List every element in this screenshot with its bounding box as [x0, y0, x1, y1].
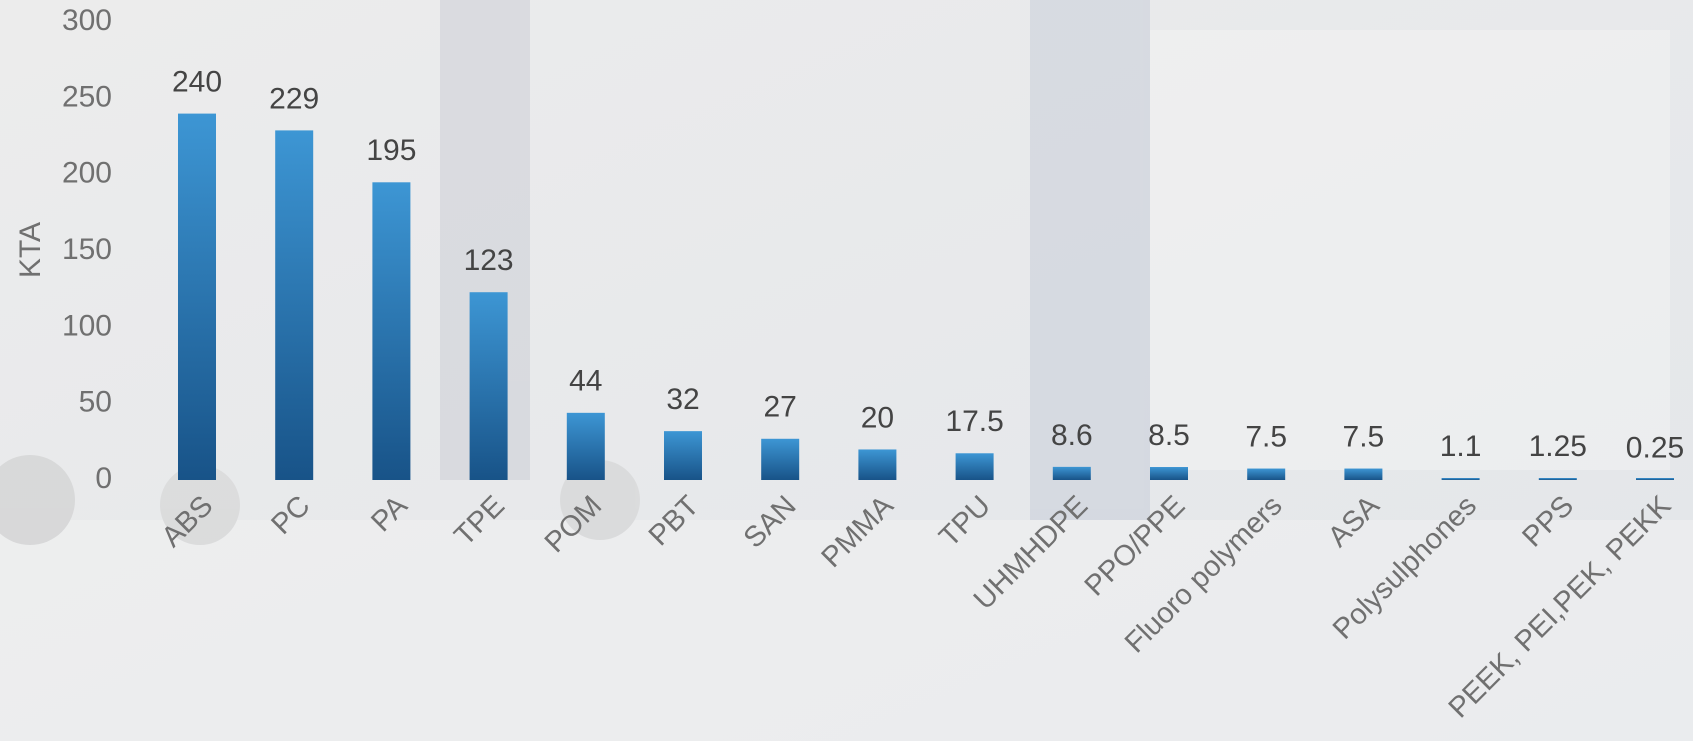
data-label: 195 — [366, 134, 416, 167]
bar — [1247, 468, 1286, 480]
data-label: 0.25 — [1626, 432, 1684, 465]
y-tick-label: 250 — [62, 80, 112, 113]
bar — [566, 412, 605, 480]
bar — [469, 292, 508, 480]
bar — [761, 438, 800, 480]
data-label: 8.5 — [1148, 419, 1190, 452]
photo-shape — [1150, 30, 1670, 470]
data-label: 7.5 — [1343, 420, 1385, 453]
photo-shape — [0, 455, 75, 545]
y-tick-label: 300 — [62, 4, 112, 37]
y-tick-label: 50 — [79, 386, 112, 419]
y-tick-label: 150 — [62, 233, 112, 266]
data-label: 20 — [861, 401, 894, 434]
photo-shape — [160, 465, 240, 545]
data-label: 7.5 — [1245, 420, 1287, 453]
bar — [1344, 468, 1383, 480]
y-tick-label: 0 — [95, 462, 112, 495]
data-label: 1.1 — [1440, 430, 1482, 463]
bar — [178, 113, 216, 480]
y-axis-label: KTA — [14, 222, 47, 278]
y-tick-label: 200 — [62, 157, 112, 190]
bar — [664, 431, 702, 480]
data-label: 8.6 — [1051, 419, 1093, 452]
y-tick-label: 100 — [62, 309, 112, 342]
bar — [1636, 478, 1674, 480]
photo-shape — [0, 520, 1693, 741]
bar — [955, 453, 994, 480]
bar — [372, 182, 411, 481]
bar — [275, 130, 314, 481]
bar — [1052, 466, 1091, 480]
data-label: 123 — [464, 244, 514, 277]
data-label: 17.5 — [945, 405, 1003, 438]
data-label: 32 — [666, 383, 699, 416]
data-label: 1.25 — [1529, 430, 1587, 463]
photo-shape — [1030, 0, 1150, 520]
data-label: 44 — [569, 365, 602, 398]
data-label: 240 — [172, 66, 222, 99]
bar — [1441, 478, 1480, 480]
data-label: 27 — [764, 391, 797, 424]
bar — [1150, 467, 1188, 480]
bar — [1538, 478, 1577, 480]
data-label: 229 — [269, 82, 319, 115]
bar — [858, 449, 897, 480]
